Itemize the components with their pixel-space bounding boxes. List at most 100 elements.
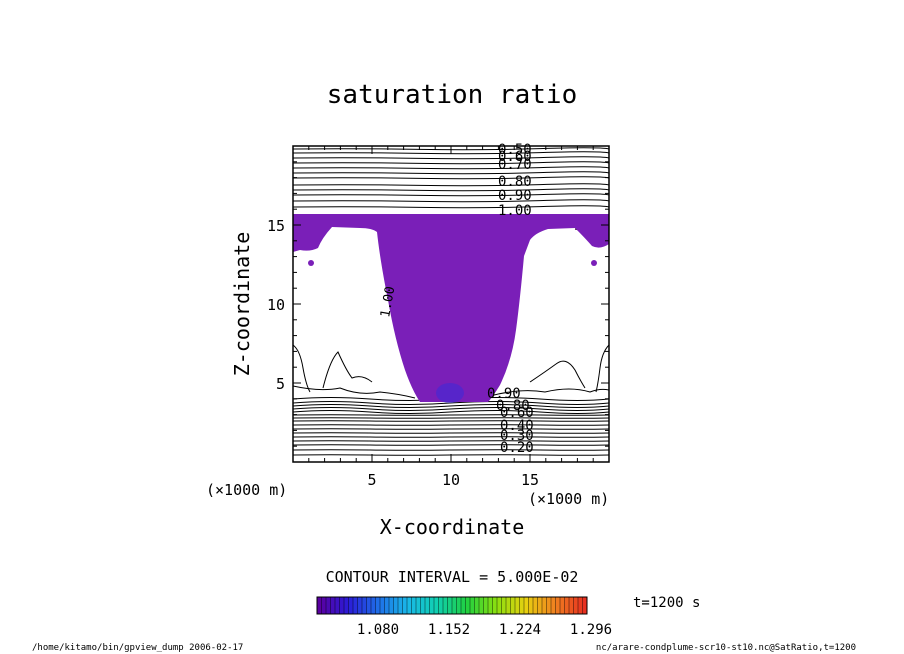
contour-line (293, 444, 609, 446)
colorbar-cell (541, 596, 548, 615)
colorbar-cell (438, 596, 444, 615)
colorbar-cell (316, 596, 323, 615)
colorbar-cell (519, 596, 525, 615)
colorbar-cell (550, 596, 557, 615)
contour-line (293, 436, 609, 438)
colorbar-cell (478, 596, 485, 615)
contour-label: 0.60 (498, 149, 532, 165)
contour-label: 0.80 (496, 398, 530, 414)
colorbar-cell (388, 596, 395, 615)
colorbar-cell (483, 596, 489, 615)
contour-line (293, 171, 609, 175)
colorbar-cell (456, 596, 462, 615)
colorbar-cell (555, 596, 561, 615)
saturated-dot-left (308, 260, 314, 266)
contour-line (293, 205, 609, 209)
contour-line (293, 424, 609, 426)
colorbar-cell (375, 596, 381, 615)
colorbar-tick-label: 1.296 (570, 622, 612, 638)
colorbar-cell (501, 596, 507, 615)
x-tick-label: 5 (367, 471, 376, 489)
colorbar-cell (510, 596, 516, 615)
contour-line (293, 385, 416, 399)
colorbar-cell (492, 596, 498, 615)
colorbar-cell (577, 596, 584, 615)
contour-line (293, 454, 609, 456)
contour-line (293, 344, 311, 393)
colorbar-cell (469, 596, 476, 615)
colorbar-tick-label: 1.224 (499, 622, 541, 638)
contour-label-mid: 1.00 (378, 285, 398, 318)
x-axis-label: X-coordinate (380, 515, 525, 539)
colorbar-cell (339, 596, 345, 615)
colorbar-ticks: 1.080 1.152 1.224 1.296 (357, 622, 612, 638)
low-value-blob (436, 383, 464, 403)
colorbar-cell (532, 596, 539, 615)
contour-interval-text: CONTOUR INTERVAL = 5.000E-02 (326, 568, 579, 586)
colorbar-cell (361, 596, 368, 615)
plot-area: 0.500.600.700.800.901.00 0.900.800.600.4… (267, 142, 610, 489)
colorbar-tick-label: 1.152 (428, 622, 470, 638)
footer-left: /home/kitamo/bin/gpview_dump 2006-02-17 (32, 643, 243, 653)
contour-line (293, 183, 609, 187)
contour-line (293, 151, 609, 155)
colorbar-cell (424, 596, 431, 615)
contour-line (489, 388, 609, 397)
colorbar-cell (420, 596, 426, 615)
colorbar-cell (334, 596, 341, 615)
contour-line (293, 188, 609, 192)
colorbar-cell (366, 596, 372, 615)
colorbar-cell (564, 596, 570, 615)
contour-line (293, 176, 609, 180)
colorbar-cell (568, 596, 575, 615)
colorbar-cell (415, 596, 422, 615)
contour-line (293, 404, 609, 408)
contour-labels-top: 0.500.600.700.800.901.00 (498, 142, 532, 219)
y-tick-label: 5 (276, 375, 285, 393)
colorbar-cell (321, 596, 327, 615)
colorbar-cell (496, 596, 503, 615)
contour-line (322, 351, 373, 389)
colorbar-cell (429, 596, 435, 615)
saturated-dot-right (591, 260, 597, 266)
colorbar-cell (406, 596, 413, 615)
colorbar-frame (316, 596, 588, 615)
colorbar-cell (474, 596, 480, 615)
y-axis-ticks: 5 10 15 (267, 145, 609, 463)
contour-line (293, 414, 609, 416)
x-tick-label: 10 (442, 471, 460, 489)
colorbar-cell (537, 596, 543, 615)
contour-label: 1.00 (498, 203, 532, 219)
colorbar-cell (460, 596, 467, 615)
contour-line (293, 428, 609, 430)
colorbar-cell (546, 596, 552, 615)
colorbar-cell (465, 596, 471, 615)
contour-line (293, 417, 609, 419)
x-tick-label: 15 (521, 471, 539, 489)
colorbar-cell (528, 596, 534, 615)
colorbar-cell (451, 596, 458, 615)
contour-line (293, 432, 609, 434)
colorbar-cell (573, 596, 579, 615)
contour-line (293, 449, 609, 451)
contour-label: 0.60 (500, 405, 534, 421)
contour-line (293, 410, 609, 414)
colorbar-cell (559, 596, 566, 615)
y-tick-label: 10 (267, 296, 285, 314)
colorbar-cell (393, 596, 399, 615)
colorbar-cell (343, 596, 350, 615)
contour-label: 0.40 (500, 418, 534, 434)
colorbar (316, 596, 588, 615)
colorbar-cell (397, 596, 404, 615)
colorbar-cell (325, 596, 332, 615)
chart-title: saturation ratio (327, 80, 577, 110)
contour-line (529, 360, 586, 389)
x-axis-ticks: 5 10 15 (292, 146, 610, 489)
colorbar-cell (402, 596, 408, 615)
footer-right: nc/arare-condplume-scr10-st10.nc@SatRati… (596, 643, 856, 653)
contour-line (293, 147, 609, 151)
contour-label: 0.70 (498, 157, 532, 173)
contour-line (293, 193, 609, 197)
colorbar-cell (487, 596, 494, 615)
